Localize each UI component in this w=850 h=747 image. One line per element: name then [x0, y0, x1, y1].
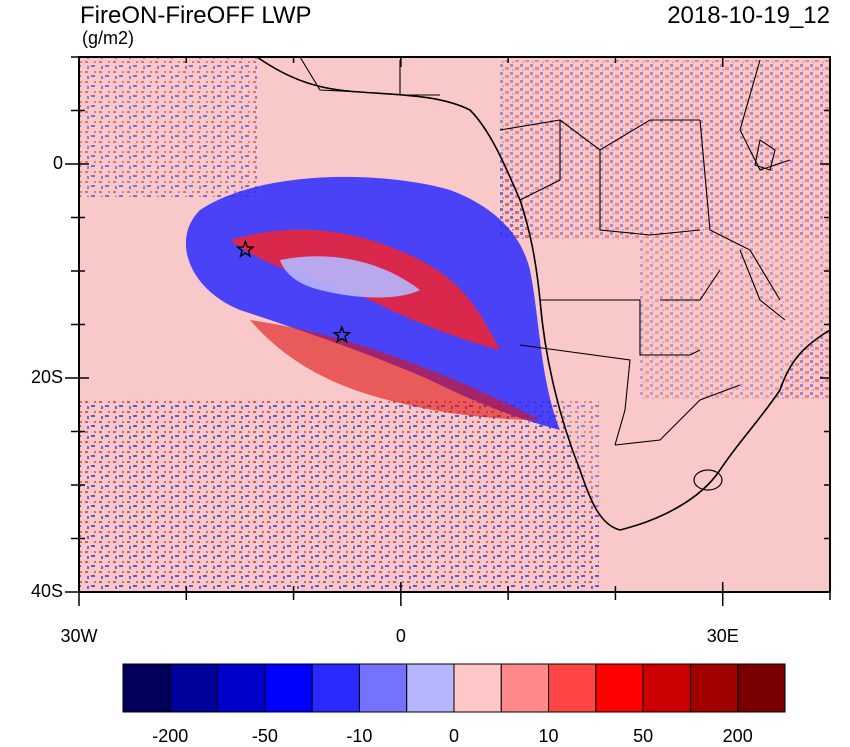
- colorbar: [122, 663, 786, 713]
- cloud-deck-light-blue: [280, 256, 420, 298]
- colorbar-label: -10: [346, 726, 373, 746]
- colorbar-swatch: [500, 663, 550, 713]
- lon-tick-label: 0: [395, 626, 406, 646]
- colorbar-swatch: [122, 663, 171, 713]
- northwest-noise-field: [79, 57, 259, 197]
- colorbar-label: 10: [538, 726, 559, 746]
- cloud-deck-red-south: [250, 320, 540, 420]
- datetime-label: 2018-10-19_12: [667, 2, 830, 29]
- map-plot-area: [78, 56, 831, 593]
- colorbar-swatch: [217, 663, 266, 713]
- country-borders: [299, 56, 791, 446]
- lon-tick-label: 30E: [706, 626, 739, 646]
- axis-ticks: [65, 56, 831, 606]
- lat-tick-label: 40S: [30, 581, 63, 601]
- colorbar-label: 50: [633, 726, 654, 746]
- lat-tick-label: 20S: [30, 367, 63, 387]
- star-icon: [332, 325, 352, 344]
- colorbar-swatch: [406, 663, 455, 713]
- colorbar-swatch: [453, 663, 502, 713]
- great-lakes: [754, 139, 776, 171]
- units-label: (g/m2): [82, 28, 135, 48]
- colorbar-swatch: [358, 663, 408, 713]
- map-markers: [235, 239, 352, 344]
- colorbar-label: -200: [152, 726, 189, 746]
- lesotho-border: [693, 469, 723, 491]
- colorbar-swatch: [169, 663, 219, 713]
- lon-tick-label: 30W: [60, 626, 98, 646]
- colorbar-swatch: [737, 663, 786, 713]
- colorbar-swatch: [642, 663, 691, 713]
- colorbar-swatch: [595, 663, 644, 713]
- star-icon: [235, 239, 255, 258]
- colorbar-label: 0: [448, 726, 459, 746]
- southern-noise-field: [79, 400, 599, 592]
- africa-landmass: [254, 56, 831, 531]
- colorbar-swatch: [264, 663, 313, 713]
- lat-tick-label: 0: [52, 153, 63, 173]
- colorbar-swatch: [311, 663, 360, 713]
- colorbar-swatch: [548, 663, 597, 713]
- colorbar-swatch: [689, 663, 739, 713]
- east-africa-noise-field: [640, 240, 830, 400]
- map-title: FireON-FireOFF LWP: [80, 2, 312, 29]
- colorbar-label: -50: [251, 726, 278, 746]
- colorbar-label: 200: [722, 726, 753, 746]
